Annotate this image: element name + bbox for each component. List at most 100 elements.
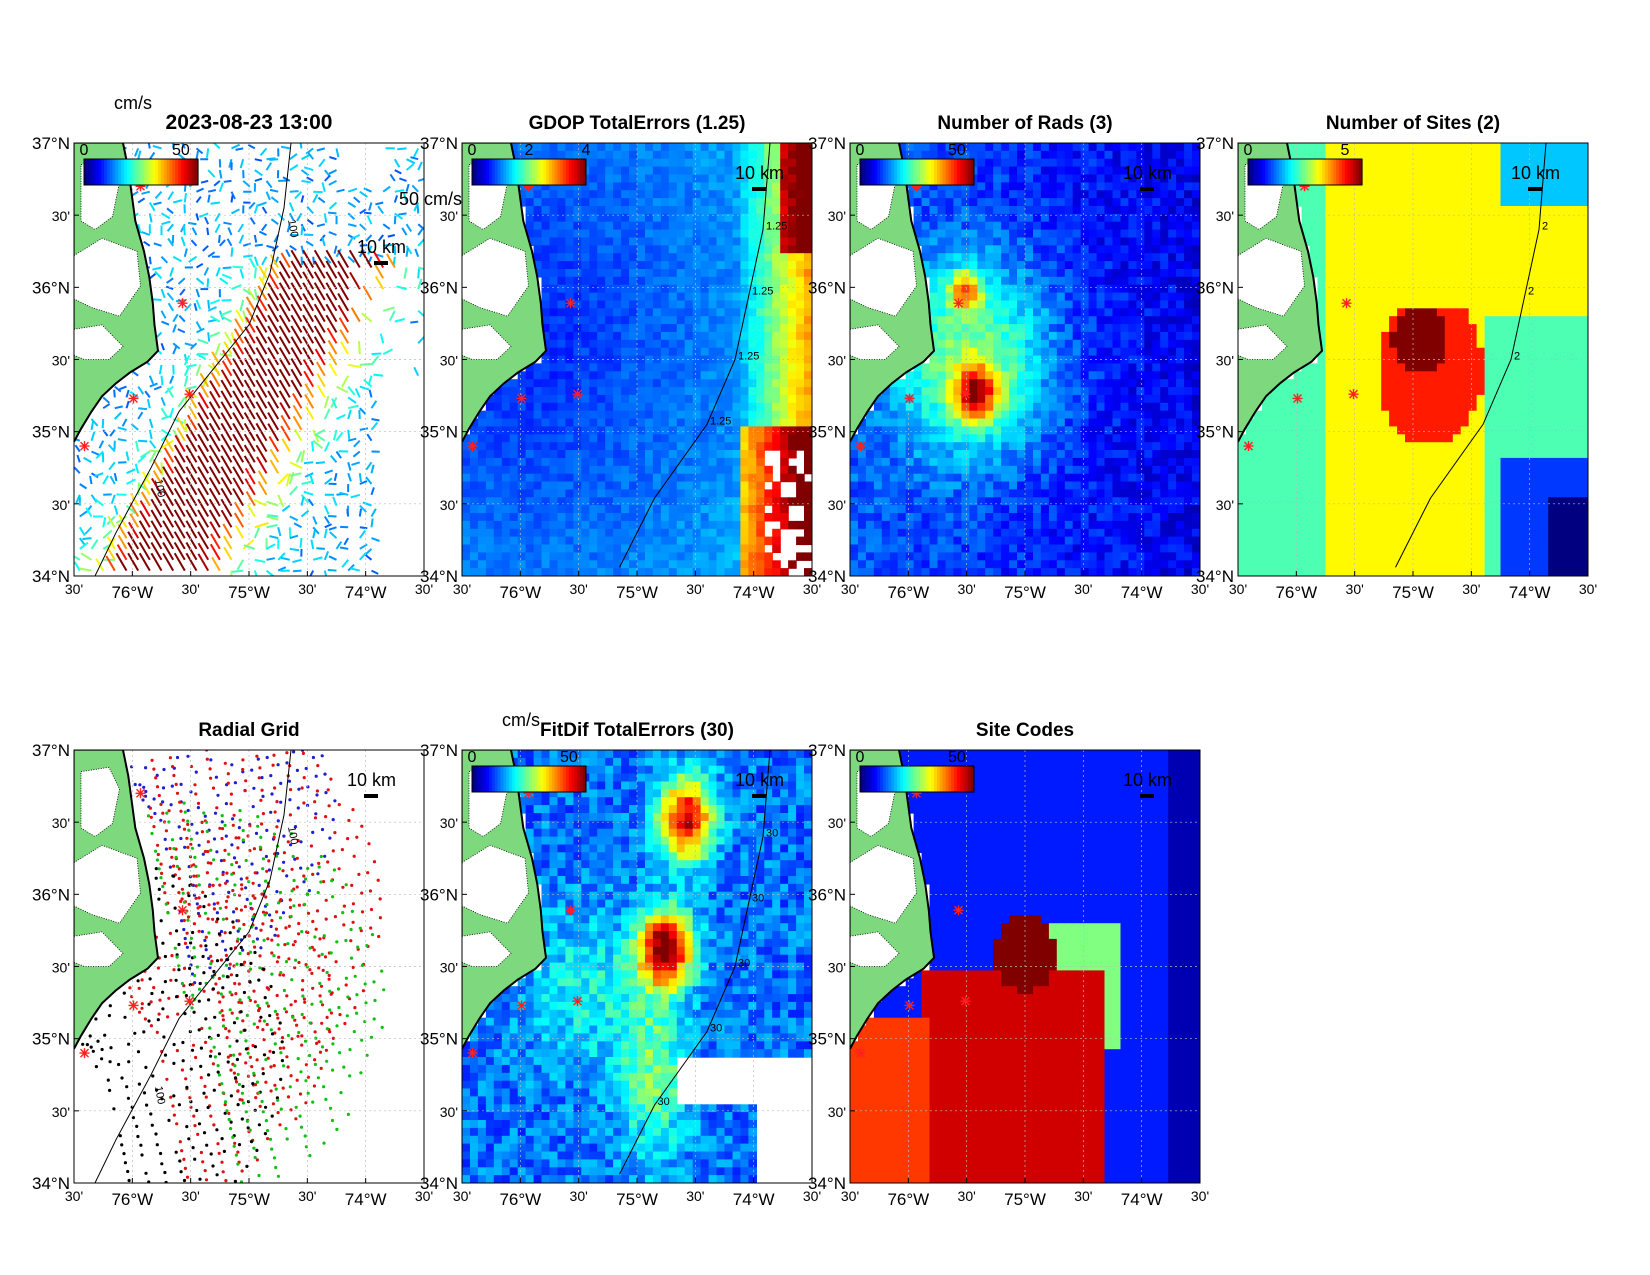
current-vector bbox=[232, 569, 244, 573]
current-vector bbox=[323, 515, 331, 524]
data-cell bbox=[1120, 331, 1130, 341]
data-cell bbox=[652, 347, 662, 357]
data-cell bbox=[1048, 418, 1058, 427]
data-cell bbox=[470, 450, 479, 459]
data-cell bbox=[1009, 206, 1018, 215]
data-cell bbox=[873, 544, 883, 553]
current-vector bbox=[280, 252, 291, 269]
data-cell bbox=[573, 418, 582, 427]
current-vector bbox=[141, 471, 151, 485]
data-cell bbox=[541, 221, 551, 231]
data-cell bbox=[549, 481, 559, 490]
data-cell bbox=[621, 426, 630, 435]
data-cell bbox=[692, 253, 702, 262]
current-vector bbox=[255, 401, 268, 420]
data-cell bbox=[1009, 300, 1018, 309]
current-vector bbox=[169, 267, 175, 277]
data-cell bbox=[684, 150, 694, 160]
data-cell bbox=[1025, 379, 1034, 388]
data-cell bbox=[985, 150, 994, 160]
data-cell bbox=[525, 402, 535, 412]
data-cell bbox=[557, 261, 567, 270]
data-cell bbox=[865, 568, 875, 576]
current-vector bbox=[374, 264, 385, 279]
data-cell bbox=[676, 450, 686, 459]
current-vector bbox=[364, 548, 373, 556]
data-cell bbox=[756, 253, 765, 262]
current-vector bbox=[405, 223, 413, 233]
data-cell bbox=[684, 324, 694, 333]
data-cell bbox=[660, 426, 670, 435]
current-vector bbox=[300, 245, 305, 255]
current-vector bbox=[413, 202, 420, 212]
data-cell bbox=[541, 284, 551, 294]
data-cell bbox=[897, 434, 907, 443]
data-cell bbox=[660, 568, 670, 576]
data-cell bbox=[764, 245, 773, 254]
data-cell bbox=[1048, 371, 1058, 380]
current-vector bbox=[232, 412, 245, 431]
data-cell bbox=[533, 190, 543, 199]
current-vector bbox=[325, 292, 338, 312]
current-vector bbox=[152, 298, 162, 301]
data-cell bbox=[1009, 229, 1018, 239]
data-cell bbox=[881, 536, 891, 546]
data-cell bbox=[1072, 292, 1082, 302]
data-cell bbox=[764, 269, 773, 278]
data-cell bbox=[756, 316, 765, 325]
data-cell bbox=[716, 434, 726, 443]
data-cell bbox=[850, 505, 859, 514]
data-cell bbox=[1088, 276, 1098, 286]
data-cell bbox=[780, 261, 789, 270]
data-cell bbox=[605, 229, 614, 239]
data-cell bbox=[724, 520, 734, 530]
data-cell bbox=[945, 387, 955, 396]
colorbar-tick-label: 50 bbox=[172, 142, 190, 159]
data-cell bbox=[1048, 347, 1058, 357]
data-cell bbox=[565, 292, 574, 302]
colorbar-swatch bbox=[129, 159, 133, 185]
current-vector bbox=[150, 520, 163, 539]
data-cell bbox=[668, 379, 678, 388]
current-vector bbox=[321, 182, 326, 192]
data-cell bbox=[605, 324, 614, 333]
data-cell bbox=[525, 387, 535, 396]
data-cell bbox=[796, 158, 805, 168]
current-vector bbox=[290, 347, 303, 366]
data-cell bbox=[716, 237, 726, 246]
data-cell bbox=[565, 481, 574, 490]
data-cell bbox=[589, 528, 598, 538]
data-cell bbox=[629, 402, 638, 412]
data-cell bbox=[589, 237, 598, 246]
current-vector bbox=[183, 418, 188, 433]
data-cell bbox=[1025, 347, 1034, 357]
data-cell bbox=[905, 418, 915, 427]
data-cell bbox=[780, 363, 789, 372]
data-cell bbox=[565, 560, 574, 569]
data-cell bbox=[1056, 434, 1066, 443]
data-cell bbox=[780, 418, 789, 427]
colorbar-swatch bbox=[98, 159, 102, 185]
data-cell bbox=[676, 166, 686, 176]
data-cell bbox=[1080, 221, 1090, 231]
data-cell bbox=[1096, 150, 1106, 160]
data-cell bbox=[889, 450, 899, 459]
colorbar-swatch bbox=[141, 159, 145, 185]
data-cell bbox=[1040, 316, 1050, 325]
data-cell bbox=[637, 442, 646, 451]
lon-tick-label: 74°W bbox=[345, 583, 387, 602]
data-cell bbox=[676, 198, 686, 207]
data-cell bbox=[850, 560, 859, 569]
data-cell bbox=[589, 552, 598, 561]
current-vector bbox=[102, 475, 109, 485]
data-cell bbox=[929, 513, 939, 522]
data-cell bbox=[1088, 426, 1098, 435]
data-cell bbox=[913, 568, 923, 576]
data-cell bbox=[1017, 292, 1026, 302]
current-vector bbox=[148, 151, 156, 160]
current-vector bbox=[173, 444, 186, 463]
data-cell bbox=[1056, 497, 1066, 506]
data-cell bbox=[858, 465, 867, 475]
data-cell bbox=[977, 473, 986, 483]
data-cell bbox=[621, 568, 630, 576]
